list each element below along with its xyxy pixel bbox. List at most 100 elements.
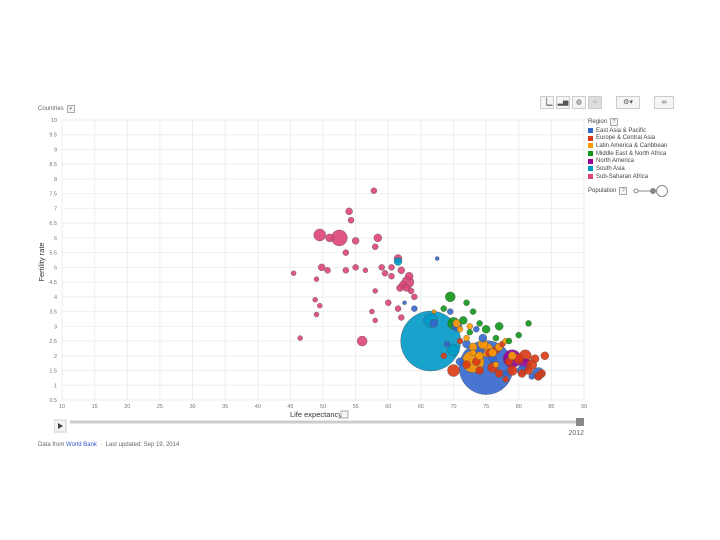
bubble[interactable] xyxy=(351,237,360,245)
bubble[interactable] xyxy=(373,233,383,243)
bubble[interactable] xyxy=(372,288,378,294)
bubble[interactable] xyxy=(297,335,303,341)
bubble[interactable] xyxy=(381,270,389,277)
bubble[interactable] xyxy=(475,351,484,360)
region-help-icon[interactable]: ? xyxy=(610,117,619,126)
bubble[interactable] xyxy=(481,325,491,334)
bubble[interactable] xyxy=(369,308,375,315)
map-view-icon[interactable]: ◍ xyxy=(572,95,586,109)
bubble[interactable] xyxy=(505,337,513,345)
bubble[interactable] xyxy=(534,372,543,381)
bubble-chart-view-icon[interactable]: ⁘ xyxy=(588,95,602,109)
population-help-icon[interactable]: ? xyxy=(619,186,628,195)
bubble[interactable] xyxy=(378,264,385,271)
bubble[interactable] xyxy=(440,305,447,312)
bubble[interactable] xyxy=(313,228,326,242)
bubble[interactable] xyxy=(447,364,460,377)
bubble[interactable] xyxy=(352,264,359,271)
bubble[interactable] xyxy=(372,243,379,250)
bubble[interactable] xyxy=(372,317,378,324)
bubble[interactable] xyxy=(463,334,470,342)
source-link[interactable]: World Bank xyxy=(66,442,97,448)
bubble[interactable] xyxy=(396,284,404,292)
legend-item[interactable]: Sub-Saharan Africa xyxy=(588,173,671,181)
x-axis-help-icon[interactable] xyxy=(340,410,349,419)
bubble[interactable] xyxy=(443,340,451,348)
bubble[interactable] xyxy=(312,297,318,303)
bubble[interactable] xyxy=(476,320,483,327)
bubble[interactable] xyxy=(398,314,405,321)
bubble[interactable] xyxy=(317,302,323,309)
bubble[interactable] xyxy=(525,320,532,327)
countries-dropdown-icon[interactable]: ▾ xyxy=(66,105,75,113)
bubble[interactable] xyxy=(440,352,447,359)
legend-item[interactable]: South Asia xyxy=(588,165,671,173)
bubble[interactable] xyxy=(502,376,509,383)
bubble[interactable] xyxy=(515,331,522,339)
bubble[interactable] xyxy=(404,272,414,281)
legend-item[interactable]: Europe & Central Asia xyxy=(588,134,671,142)
settings-gear-icon[interactable]: ⚙▾ xyxy=(616,95,640,109)
bubble[interactable] xyxy=(342,249,350,256)
bubble[interactable] xyxy=(466,323,474,330)
bubble[interactable] xyxy=(530,354,540,363)
bubble[interactable] xyxy=(397,266,405,275)
bubble[interactable] xyxy=(429,319,439,328)
bubble[interactable] xyxy=(463,299,470,306)
bubble[interactable] xyxy=(528,373,535,380)
bubble[interactable] xyxy=(469,308,477,315)
bubble[interactable] xyxy=(317,263,326,272)
countries-control[interactable]: Countries ▾ xyxy=(38,105,75,113)
bubble[interactable] xyxy=(469,349,477,357)
bubble[interactable] xyxy=(478,333,488,343)
bubble[interactable] xyxy=(370,187,378,194)
column-chart-view-icon[interactable]: ▂▅ xyxy=(556,95,570,109)
population-control[interactable]: Population ? xyxy=(588,184,671,197)
bubble[interactable] xyxy=(324,267,331,274)
bubble[interactable] xyxy=(540,351,550,360)
bubble[interactable] xyxy=(356,335,368,347)
bubble[interactable] xyxy=(290,270,297,276)
legend-item[interactable]: East Asia & Pacific xyxy=(588,127,671,135)
bubble[interactable] xyxy=(488,348,497,358)
bubble[interactable] xyxy=(325,233,334,243)
bubble[interactable] xyxy=(524,366,533,375)
bubble[interactable] xyxy=(362,267,369,274)
bubble[interactable] xyxy=(385,299,392,306)
bubble[interactable] xyxy=(502,370,509,377)
bubble[interactable] xyxy=(473,326,480,333)
bar-chart-view-icon[interactable]: ▕▁ xyxy=(540,95,554,109)
bubble[interactable] xyxy=(347,217,355,224)
bubble[interactable] xyxy=(456,326,464,333)
bubble[interactable] xyxy=(447,343,460,357)
bubble[interactable] xyxy=(466,329,474,336)
bubble[interactable] xyxy=(407,287,415,295)
bubble[interactable] xyxy=(342,267,350,274)
bubble[interactable] xyxy=(494,369,504,378)
legend-item[interactable]: Latin America & Caribbean xyxy=(588,142,671,150)
bubble[interactable] xyxy=(388,264,395,271)
legend-item[interactable]: Middle East & North Africa xyxy=(588,150,671,158)
bubble[interactable] xyxy=(434,256,440,261)
bubble[interactable] xyxy=(494,322,504,331)
bubble[interactable] xyxy=(475,366,484,375)
bubble[interactable] xyxy=(456,337,464,345)
legend-item[interactable]: North America xyxy=(588,157,671,165)
bubble[interactable] xyxy=(431,309,437,314)
bubble[interactable] xyxy=(313,276,320,282)
bubble[interactable] xyxy=(462,360,471,369)
bubble[interactable] xyxy=(388,273,395,280)
bubble[interactable] xyxy=(402,300,407,305)
bubble[interactable] xyxy=(411,293,418,301)
bubble[interactable] xyxy=(393,257,403,266)
timeline-handle[interactable] xyxy=(576,418,584,426)
bubble[interactable] xyxy=(313,311,320,318)
link-icon[interactable]: ∞ xyxy=(654,95,674,109)
bubble[interactable] xyxy=(345,207,353,216)
bubble[interactable] xyxy=(492,334,500,342)
bubble[interactable] xyxy=(394,305,402,312)
bubble[interactable] xyxy=(459,316,468,325)
bubble[interactable] xyxy=(508,351,517,360)
bubble[interactable] xyxy=(445,291,456,303)
bubble[interactable] xyxy=(492,361,500,368)
